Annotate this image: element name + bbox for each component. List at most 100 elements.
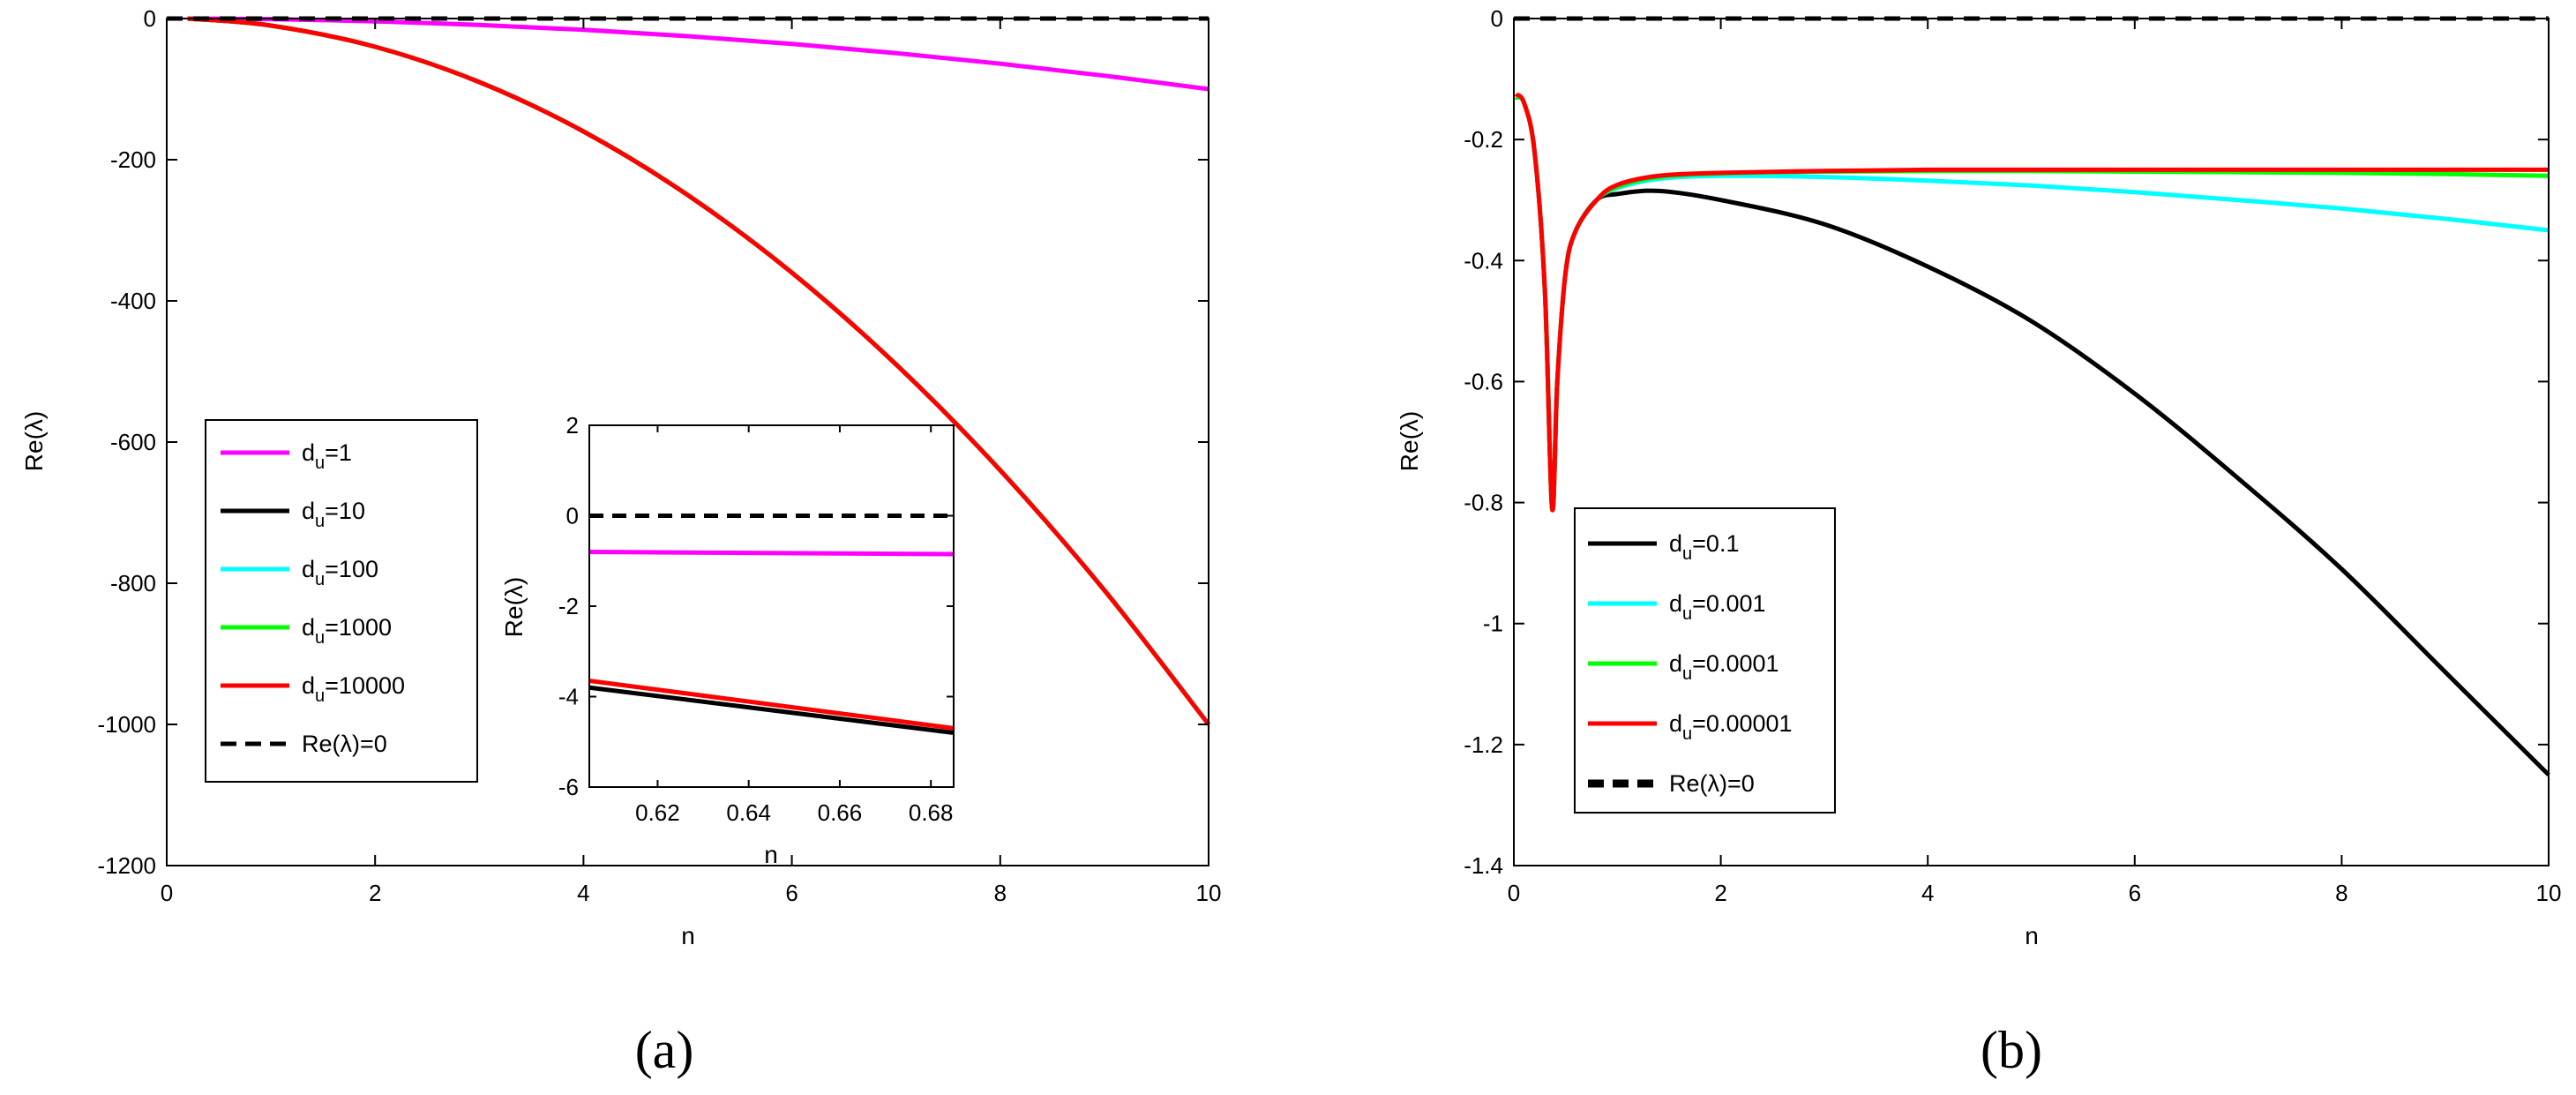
panel-a-ytick-label: -600: [110, 429, 156, 455]
panel-a-inset-xlabel: n: [764, 841, 778, 868]
panel-b-legend-box: [1574, 507, 1836, 814]
panel-b-ytick-label: -1.2: [1464, 731, 1503, 758]
panel-a: 0 2 4 6 8 10 0 -200 -400 -600 -800 -1000 -1200 n Re(…: [20, 5, 1221, 1079]
panel-b-xtick-label: 0: [1508, 880, 1520, 906]
panel-a-inset-ylabel: Re(λ): [500, 577, 528, 637]
panel-a-inset-ticks: 0.62 0.64 0.66 0.68 2 0 -2 -4 -6: [558, 412, 954, 826]
panel-b-xtick-label: 4: [1921, 880, 1934, 906]
panel-b-ytick-label: -0.8: [1464, 490, 1503, 516]
panel-b-series-line-3: [1514, 92, 2549, 513]
panel-a-xtick-label: 10: [1196, 880, 1222, 906]
panel-a-inset-xtick-label: 0.62: [635, 799, 680, 826]
panel-a-legend-label-main: d: [302, 672, 315, 699]
panel-b-series-line-1: [1514, 94, 2550, 513]
panel-a-xtick-label: 0: [161, 880, 173, 906]
panel-b-legend-label-rest: =0.1: [1692, 530, 1739, 557]
panel-b-legend-label-sub: u: [1682, 664, 1692, 684]
panel-b-legend-label-1: du=0.001: [1669, 590, 1766, 624]
panel-a-ytick-label: -800: [110, 570, 156, 596]
panel-a-legend-label-4: du=10000: [302, 672, 405, 706]
panel-a-xlabel: n: [681, 922, 695, 949]
panel-a-legend-label-main: Re(λ)=0: [302, 731, 387, 757]
panel-a-legend-label-2: du=100: [302, 556, 378, 589]
panel-b-legend-label-sub: u: [1682, 604, 1692, 624]
panel-a-inset-bg: [589, 425, 954, 787]
panel-a-inset-ytick-label: -2: [558, 593, 579, 619]
panel-a-legend-label-3: du=1000: [302, 614, 392, 648]
panel-a-ytick-label: -1000: [98, 711, 157, 738]
panel-a-inset-series-line-0: [588, 550, 955, 557]
panel-b-xtick-label: 10: [2536, 880, 2562, 906]
panel-b-legend-label-sub: u: [1682, 544, 1692, 564]
panel-a-inset-ytick-label: -6: [558, 774, 579, 800]
panel-b-xtick-label: 2: [1714, 880, 1726, 906]
panel-b-ytick-label: -1: [1483, 611, 1503, 637]
panel-a-legend-label-sub: u: [315, 570, 325, 589]
panel-b-xtick-label: 6: [2129, 880, 2141, 906]
panel-a-inset-series: [588, 514, 955, 735]
panel-a-ytick-label: -1200: [98, 852, 157, 879]
panel-b-legend-label-3: du=0.00001: [1669, 710, 1793, 744]
panel-a-ytick-label: 0: [144, 5, 156, 32]
panel-a-legend-label-rest: =10: [325, 498, 365, 524]
panel-b-legend-label-main: d: [1669, 530, 1682, 557]
panel-a-inset-xtick-label: 0.68: [909, 799, 954, 826]
panel-a-ticks: 0 2 4 6 8 10 0 -200 -400 -600 -800 -1000 -1200: [98, 5, 1222, 906]
panel-a-legend-label-sub: u: [315, 512, 325, 531]
panel-b-legend-label-rest: =0.00001: [1692, 710, 1792, 737]
panel-a-ylabel: Re(λ): [20, 411, 48, 471]
panel-a-legend-label-rest: =1: [325, 439, 352, 466]
panel-a-legend-label-sub: u: [315, 454, 325, 473]
panel-a-xtick-label: 4: [577, 880, 589, 906]
panel-b-xlabel: n: [2025, 922, 2039, 949]
panel-a-legend-label-main: d: [302, 439, 315, 466]
panel-a-inset-ytick-label: 0: [566, 503, 579, 529]
panel-b-ticks: 0 2 4 6 8 10 0 -0.2 -0.4 -0.6 -0.8 -1 -1.2 -1.4: [1464, 5, 2561, 906]
panel-b-axes-frame: [1513, 18, 2550, 866]
panel-b-label: (b): [1981, 1021, 2042, 1079]
panel-b-legend-label-0: du=0.1: [1669, 530, 1739, 564]
panel-b-legend-label-sub: u: [1682, 724, 1692, 744]
panel-b-legend-label-main: d: [1669, 590, 1682, 617]
panel-a-xtick-label: 6: [785, 880, 798, 906]
panel-a-legend-label-rest: =100: [325, 556, 378, 582]
panel-a-legend-label-1: du=10: [302, 498, 365, 531]
panel-b-legend-label-rest: =0.001: [1692, 590, 1765, 617]
panel-a-legend-label-main: d: [302, 614, 315, 641]
panel-b-legend-label-main: d: [1669, 650, 1682, 677]
panel-b-legend-label-main: Re(λ)=0: [1669, 770, 1755, 797]
panel-a-label: (a): [635, 1021, 694, 1079]
panel-a-xtick-label: 2: [369, 880, 381, 906]
panel-b-ytick-label: -0.2: [1464, 126, 1503, 153]
panel-b-ytick-label: -1.4: [1464, 852, 1503, 879]
panel-a-legend-label-sub: u: [315, 628, 325, 648]
panel-b-legend-label-rest: =0.0001: [1692, 650, 1778, 677]
panel-a-ytick-label: -200: [110, 146, 156, 173]
panel-b-ytick-label: 0: [1491, 5, 1503, 32]
panel-a-inset-series-line-2: [588, 679, 955, 731]
panel-a-inset-series-line-1: [588, 685, 955, 735]
panel-a-inset-ytick-label: -4: [558, 684, 579, 710]
panel-a-legend-label-main: d: [302, 498, 315, 524]
panel-b-ytick-label: -0.6: [1464, 368, 1503, 394]
panel-a-series-line-4: [187, 16, 1210, 726]
panel-b-xtick-label: 8: [2335, 880, 2348, 906]
panel-a-legend-label-sub: u: [315, 686, 325, 706]
panel-b-legend-label-4: Re(λ)=0: [1669, 770, 1755, 797]
panel-b-ytick-label: -0.4: [1464, 247, 1503, 274]
panel-b-series-line-2: [1514, 94, 2550, 513]
panel-b-legend-label-main: d: [1669, 710, 1682, 737]
panel-a-xtick-label: 8: [994, 880, 1007, 906]
panel-a-legend-label-rest: =10000: [325, 672, 405, 699]
panel-b-legend-label-2: du=0.0001: [1669, 650, 1779, 684]
panel-a-legend-label-rest: =1000: [325, 614, 392, 641]
panel-a-legend-label-main: d: [302, 556, 315, 582]
panel-a-legend-label-5: Re(λ)=0: [302, 731, 387, 757]
panel-a-legend-label-0: du=1: [302, 439, 352, 473]
panel-a-ytick-label: -400: [110, 288, 156, 314]
